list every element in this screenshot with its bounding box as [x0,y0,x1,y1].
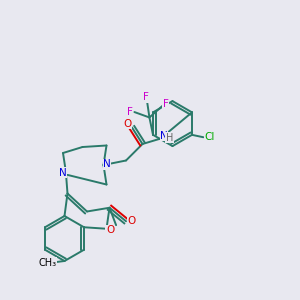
Text: O: O [123,119,131,129]
Text: CH₃: CH₃ [38,257,56,268]
Text: F: F [127,107,133,117]
Text: N: N [58,167,66,178]
Text: O: O [106,225,114,235]
Text: F: F [163,99,169,109]
Text: N: N [160,130,168,141]
Text: O: O [127,216,136,226]
Text: Cl: Cl [204,132,214,142]
Text: H: H [166,133,173,143]
Text: F: F [143,92,149,102]
Text: N: N [103,159,111,170]
